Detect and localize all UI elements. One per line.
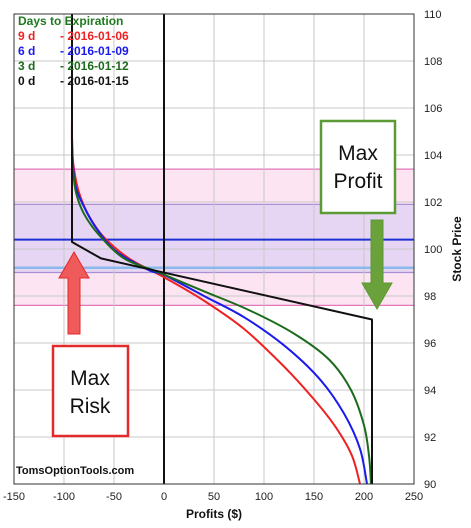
legend-entry-3d: 3 d - 2016-01-12 — [18, 59, 129, 73]
legend-entry-0d: 0 d - 2016-01-15 — [18, 74, 129, 88]
legend-label: 3 d — [18, 59, 35, 73]
x-tick-label: 50 — [208, 491, 220, 503]
x-tick-label: 100 — [255, 491, 273, 503]
y-tick-label: 102 — [424, 197, 442, 209]
legend-date: - 2016-01-06 — [60, 29, 129, 43]
x-tick-label: -50 — [106, 491, 122, 503]
legend-entry-9d: 9 d - 2016-01-06 — [18, 29, 129, 43]
y-tick-labels: 90 92 94 96 98 100 102 104 106 108 110 — [424, 9, 442, 491]
legend-date: - 2016-01-15 — [60, 74, 129, 88]
y-tick-label: 104 — [424, 150, 442, 162]
up-arrow-icon — [58, 250, 90, 335]
max-profit-line-2: Profit — [333, 170, 382, 193]
y-tick-label: 96 — [424, 338, 436, 350]
x-tick-label: 200 — [355, 491, 373, 503]
x-tick-label: -150 — [3, 491, 25, 503]
series-line-9d — [70, 117, 361, 485]
x-tick-label: 250 — [405, 491, 423, 503]
max-risk-callout: Max Risk — [51, 250, 130, 438]
series-line-0d — [71, 14, 373, 484]
payoff-curves — [70, 14, 373, 485]
x-tick-labels: -150 -100 -50 0 50 100 150 200 250 — [3, 491, 423, 503]
max-profit-callout: Max Profit — [319, 119, 397, 311]
down-arrow-icon — [361, 219, 393, 311]
y-tick-label: 100 — [424, 244, 442, 256]
legend-date: - 2016-01-09 — [60, 44, 129, 58]
y-tick-label: 98 — [424, 291, 436, 303]
x-tick-label: -100 — [53, 491, 75, 503]
x-tick-label: 0 — [161, 491, 167, 503]
legend-label: 9 d — [18, 29, 35, 43]
plot-frame — [13, 13, 415, 485]
max-profit-box — [319, 119, 397, 215]
max-risk-box — [51, 344, 130, 438]
max-risk-line-2: Risk — [70, 395, 111, 418]
legend: Days to Expiration 9 d - 2016-01-06 6 d … — [18, 14, 129, 88]
y-tick-label: 108 — [424, 56, 442, 68]
y-tick-label: 110 — [424, 9, 442, 21]
y-axis-title: Stock Price — [450, 216, 464, 282]
legend-label: 0 d — [18, 74, 35, 88]
x-axis-title: Profits ($) — [186, 507, 242, 521]
y-tick-label: 90 — [424, 479, 436, 491]
y-tick-label: 94 — [424, 385, 436, 397]
legend-title: Days to Expiration — [18, 14, 123, 28]
legend-label: 6 d — [18, 44, 35, 58]
y-tick-label: 106 — [424, 103, 442, 115]
series-line-3d — [71, 145, 372, 485]
y-tick-label: 92 — [424, 432, 436, 444]
x-tick-label: 150 — [305, 491, 323, 503]
watermark: TomsOptionTools.com — [16, 465, 134, 477]
legend-entry-6d: 6 d - 2016-01-09 — [18, 44, 129, 58]
max-profit-line-1: Max — [338, 142, 378, 165]
max-risk-line-1: Max — [70, 367, 110, 390]
legend-date: - 2016-01-12 — [60, 59, 129, 73]
